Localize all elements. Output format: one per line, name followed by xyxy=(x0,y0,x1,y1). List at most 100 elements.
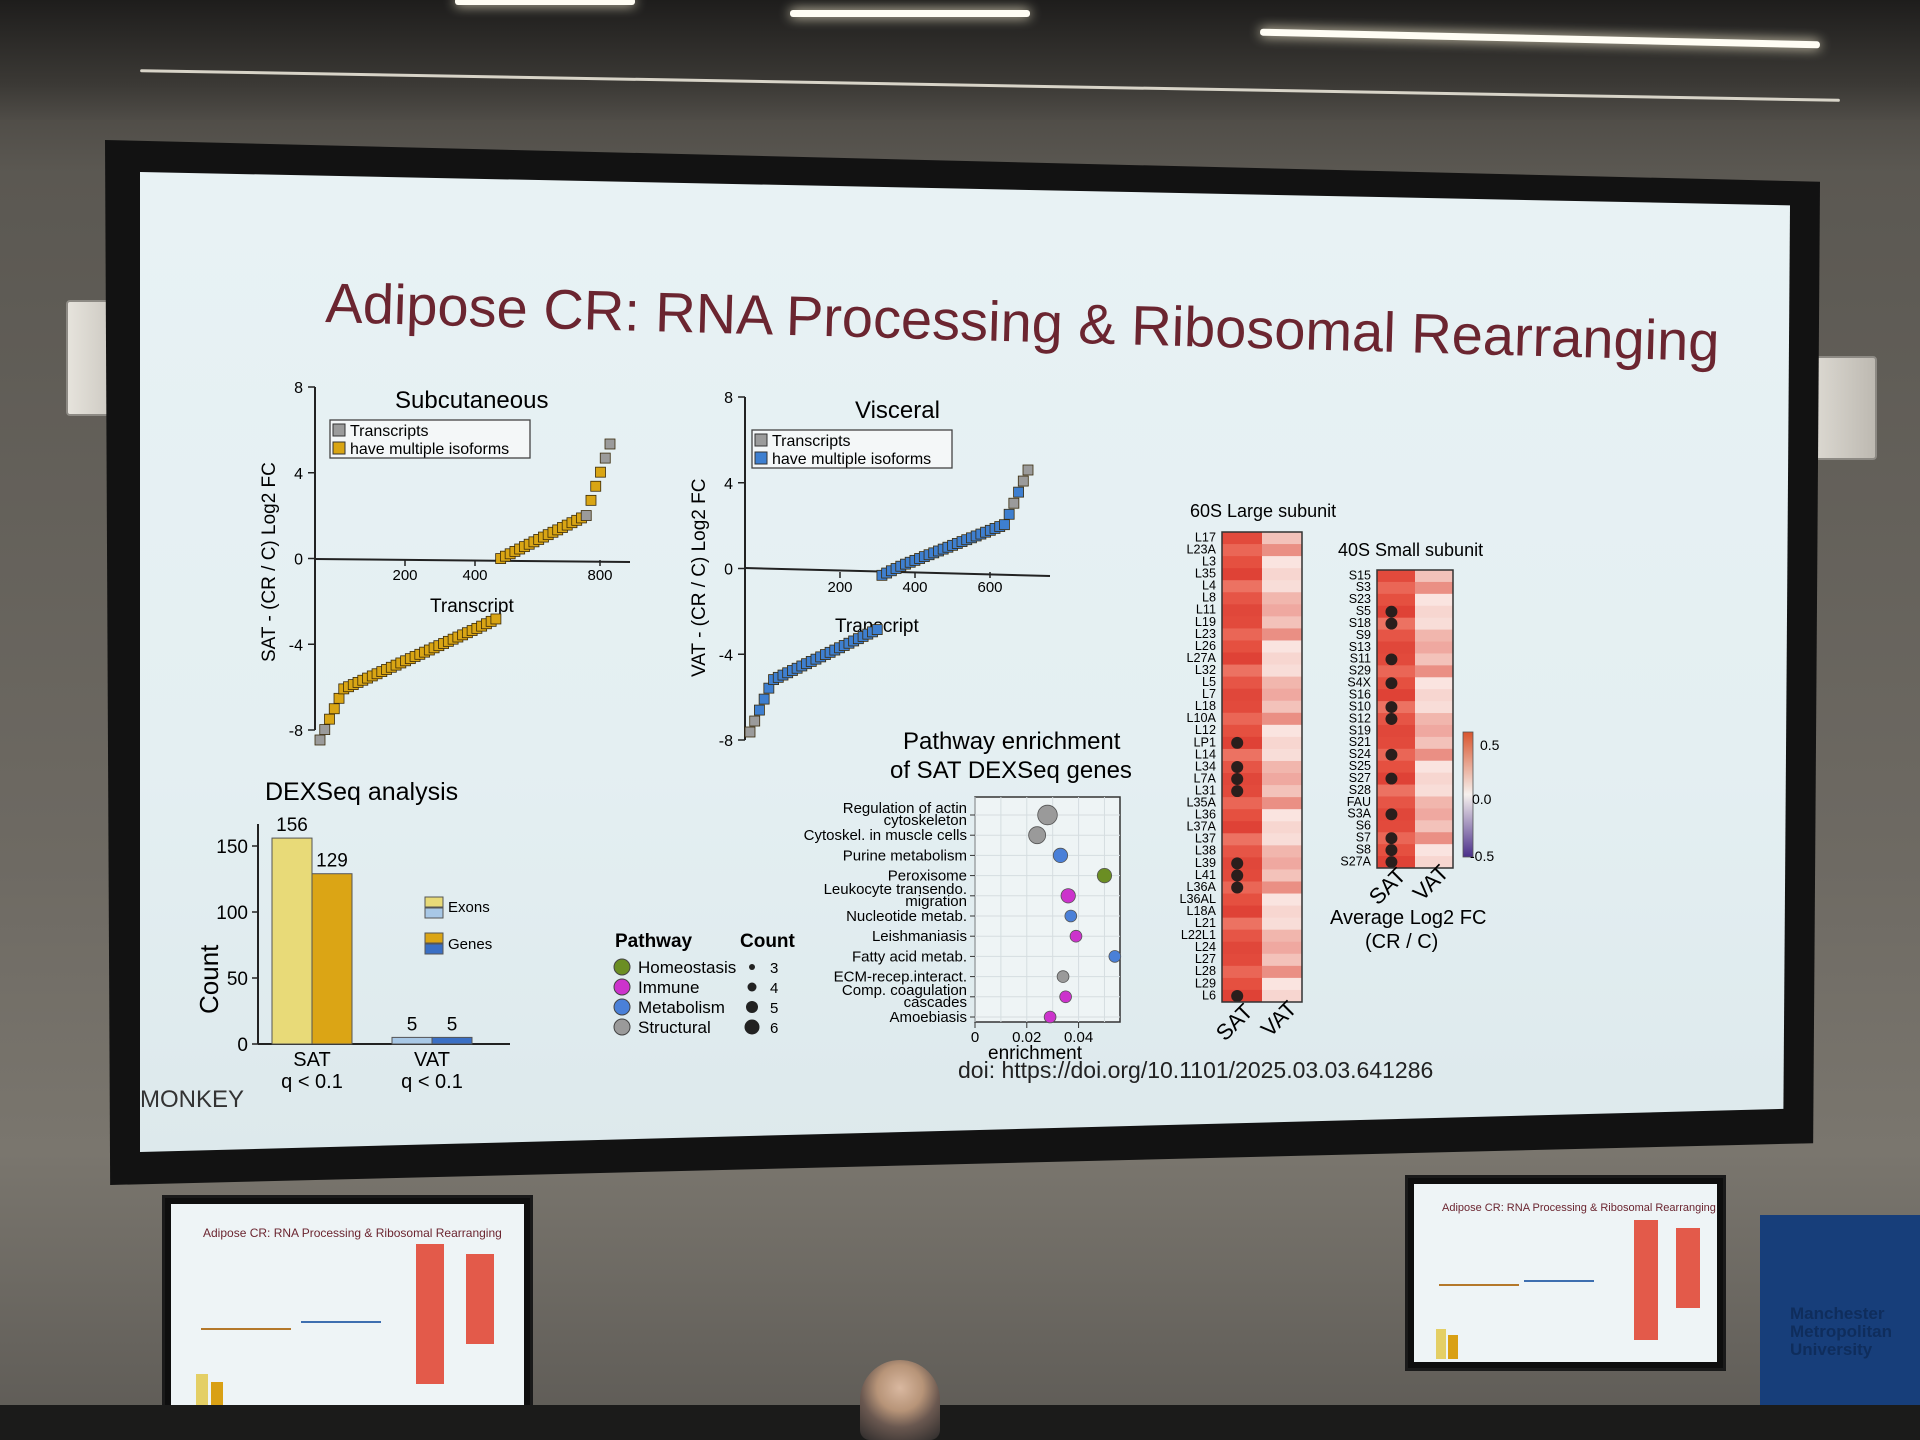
hm60-row-label: L24 xyxy=(1195,940,1216,954)
hm60-row-label: L36AL xyxy=(1179,892,1216,906)
hm40-cell-vat xyxy=(1415,677,1453,690)
hm40-cell-sat xyxy=(1377,760,1415,774)
vat-y-tick-label: -8 xyxy=(719,733,733,750)
doi-link[interactable]: doi: https://doi.org/10.1101/2025.03.03.… xyxy=(958,1057,1433,1083)
hm40-cell-vat xyxy=(1415,844,1453,857)
pathway-chart: Pathway enrichment of SAT DEXSeq genes R… xyxy=(804,728,1132,1064)
sat-plot: 8 4 0 -4 -8 200 400 800 Subcutaneous SAT - (CR… xyxy=(259,380,631,746)
hm60-cell-vat xyxy=(1262,869,1302,882)
hm60-row-label: L3 xyxy=(1202,555,1216,569)
sat-y-tick-label: 4 xyxy=(294,466,303,483)
hm60-cell-sat xyxy=(1222,893,1262,907)
banner-text: Manchester Metropolitan University xyxy=(1790,1304,1892,1359)
hm60-cell-sat xyxy=(1222,712,1262,726)
hm60-row-label: L36A xyxy=(1186,880,1216,894)
hm60-cell-sat xyxy=(1222,628,1262,641)
dexseq-bar-label: 129 xyxy=(316,851,348,872)
vat-x-ticks: 200 400 600 xyxy=(827,572,1003,596)
hm40-cell-sat xyxy=(1377,581,1415,595)
hm60-cell-vat xyxy=(1262,568,1302,581)
sat-y-tick-label: 8 xyxy=(294,380,303,397)
hm60-cell-sat xyxy=(1222,676,1262,690)
monitor-right-curve-2 xyxy=(1524,1260,1594,1282)
pathway-row-label: Purine metabolism xyxy=(843,847,967,864)
hm40-significance-dot xyxy=(1385,808,1398,821)
colorbar-tick-low: -0.5 xyxy=(1470,848,1494,864)
hm60-cell-vat xyxy=(1262,797,1302,810)
pathway-row-label-cont: cascades xyxy=(904,994,967,1011)
hm60-cell-sat xyxy=(1222,977,1262,991)
hm60-cell-vat xyxy=(1262,664,1302,678)
hm60-cell-sat xyxy=(1222,929,1262,943)
pathway-x-ticks: 0 0.02 0.04 xyxy=(971,1022,1093,1046)
legend-pathway-swatch xyxy=(613,978,631,996)
vat-legend-box xyxy=(751,429,953,469)
dexseq-legend-genes: Genes xyxy=(448,936,492,953)
hm40-cell-vat xyxy=(1415,581,1453,595)
pathway-dot xyxy=(1028,826,1047,845)
dexseq-chart: DEXSeq analysis Count 150 100 50 0 156 129 SA… xyxy=(194,778,510,1093)
hm60-row-label: L39 xyxy=(1195,856,1216,870)
vat-y-tick-label: 0 xyxy=(724,562,733,579)
sat-y-tick-label: -8 xyxy=(289,723,303,740)
hm40-border xyxy=(1376,569,1454,869)
hm40-row-label: S9 xyxy=(1356,628,1371,642)
sat-point xyxy=(333,692,345,704)
pathway-title-line1: Pathway enrichment xyxy=(903,728,1121,755)
dexseq-bar-exons xyxy=(271,837,313,1045)
pathway-row-label-cont: migration xyxy=(905,893,967,910)
hm60-cell-vat xyxy=(1262,881,1302,895)
vat-legend-swatch-isoforms xyxy=(754,451,768,465)
heatmap-40s-title: 40S Small subunit xyxy=(1338,540,1483,560)
dexseq-bar-genes xyxy=(431,1036,473,1045)
pathway-title-line2: of SAT DEXSeq genes xyxy=(890,757,1132,784)
pathway-row-label: Cytoskel. in muscle cells xyxy=(804,827,967,844)
hm40-cell-vat xyxy=(1415,665,1453,678)
hm60-cell-vat xyxy=(1262,652,1302,666)
pathway-grid xyxy=(974,797,1120,1022)
pathway-dot xyxy=(1056,970,1070,983)
hm60-cell-vat xyxy=(1262,857,1302,870)
hm40-row-label: S18 xyxy=(1349,616,1371,630)
hm40-cell-vat xyxy=(1415,832,1453,845)
hm60-cell-vat xyxy=(1262,821,1302,834)
hm40-cell-vat xyxy=(1415,641,1453,654)
ceiling xyxy=(0,0,1920,120)
hm60-cell-sat xyxy=(1222,532,1262,545)
heatmap-40s-cells: S15S3S23S5S18S9S13S11S29S4XS16S10S12S19S… xyxy=(1340,568,1454,869)
hm60-cell-vat xyxy=(1262,616,1302,629)
hm60-significance-dot xyxy=(1231,881,1244,894)
hm40-cell-vat xyxy=(1415,629,1453,643)
hm60-significance-dot xyxy=(1231,989,1244,1002)
hm60-cell-sat xyxy=(1222,724,1262,738)
hm60-cell-sat xyxy=(1222,688,1262,702)
dexseq-group-label: SAT xyxy=(293,1049,330,1071)
monitor-left-bar xyxy=(196,1374,208,1407)
pathway-x-label: enrichment xyxy=(988,1043,1083,1064)
hm60-row-label: L38 xyxy=(1195,844,1216,858)
vat-points xyxy=(744,464,1034,738)
pathway-dot xyxy=(1059,990,1072,1004)
hm60-cell-sat xyxy=(1222,833,1262,846)
vat-point xyxy=(758,693,770,705)
sat-x-tick-label: 200 xyxy=(392,567,417,584)
hm40-cell-sat xyxy=(1377,641,1415,654)
dexseq-legend-gene-sat xyxy=(424,932,444,944)
hm60-cell-vat xyxy=(1262,724,1302,738)
sat-x-ticks: 200 400 800 xyxy=(392,560,613,584)
hm60-cell-vat xyxy=(1262,893,1302,907)
hm40-significance-dot xyxy=(1385,617,1398,630)
hm40-cell-vat xyxy=(1415,713,1453,726)
vat-x-tick-label: 600 xyxy=(977,579,1002,596)
hm60-cell-vat xyxy=(1262,700,1302,714)
hm40-cell-vat xyxy=(1415,820,1453,833)
slide-canvas: Adipose CR: RNA Processing & Ribosomal R… xyxy=(140,271,1720,1113)
hm60-row-label: L17 xyxy=(1195,530,1216,544)
dexseq-y-ticks: 150 100 50 0 xyxy=(216,837,258,1056)
hm60-row-label: L23 xyxy=(1195,627,1216,641)
monitor-right-curve xyxy=(1439,1264,1519,1286)
pathway-row-label: Nucleotide metab. xyxy=(846,908,967,925)
pathway-x-tick-label: 0 xyxy=(971,1029,979,1046)
hm60-cell-sat xyxy=(1222,917,1262,931)
